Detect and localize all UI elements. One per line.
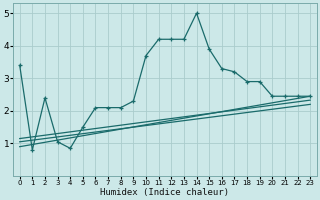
X-axis label: Humidex (Indice chaleur): Humidex (Indice chaleur) [100,188,229,197]
